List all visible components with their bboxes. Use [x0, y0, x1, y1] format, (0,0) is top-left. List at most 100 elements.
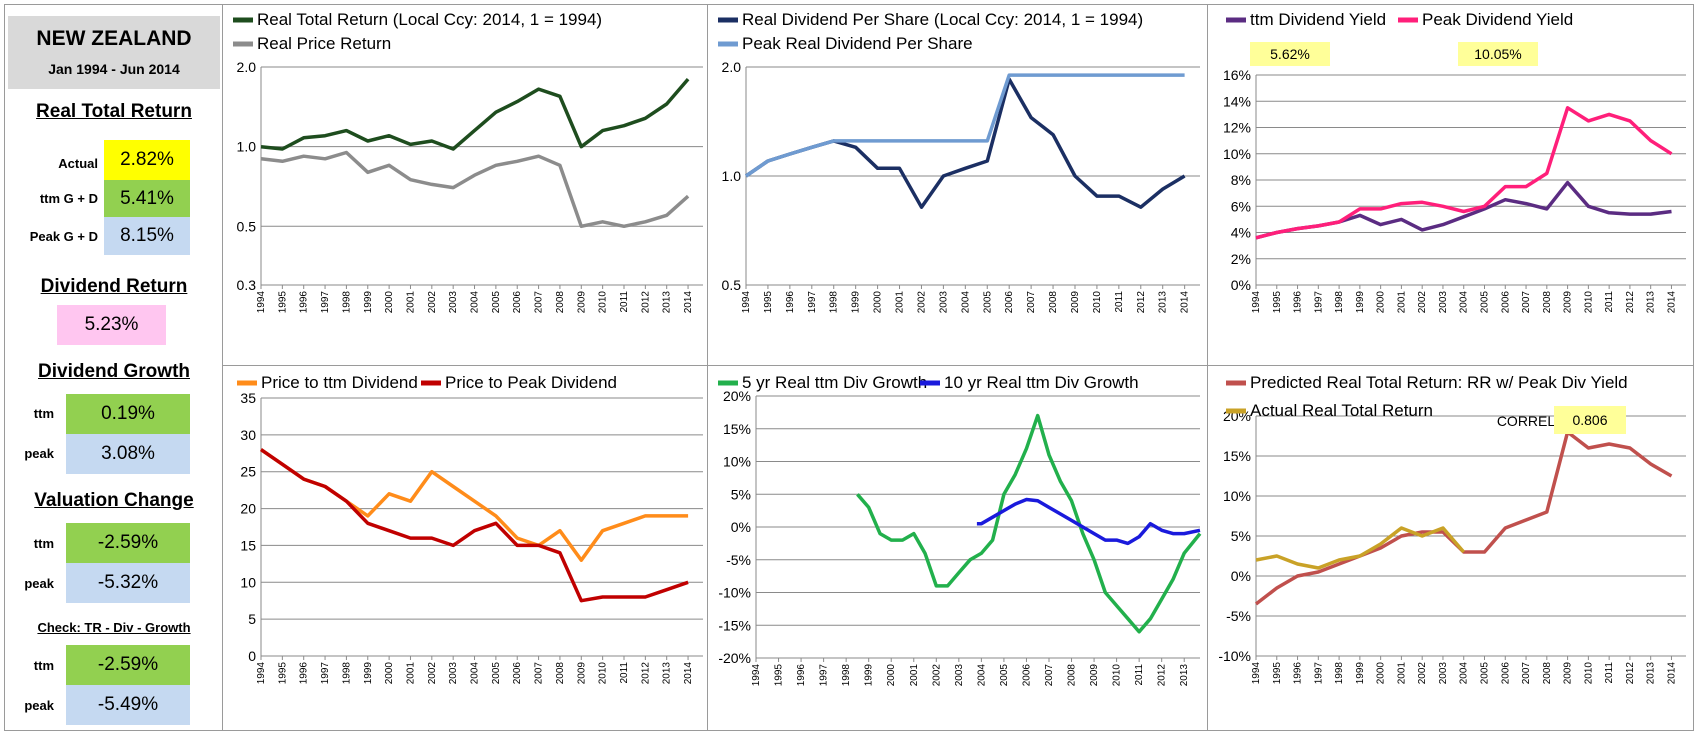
x-tick-label: 1998	[341, 291, 352, 314]
y-tick-label: -15%	[718, 617, 751, 633]
x-tick-label: 2013	[1179, 664, 1190, 687]
y-tick-label: 0.3	[237, 277, 257, 293]
x-tick-label: 2002	[931, 664, 942, 687]
annotation-label: 10.05%	[1474, 46, 1521, 62]
x-tick-label: 1995	[277, 291, 288, 314]
x-tick-label: 2003	[954, 664, 965, 687]
x-tick-label: 1995	[1272, 291, 1283, 314]
x-tick-label: 1997	[320, 291, 331, 314]
chart-dividend-yield: 0% 2% 4% 6% 8% 10% 12% 14% 16% 1994 1995 1996 1997 19…	[1223, 10, 1686, 314]
dividend-return-value: 5.23%	[57, 305, 166, 345]
x-tick-label: 2000	[873, 291, 884, 314]
series-line-1	[856, 413, 1202, 634]
chart-price-to-dividend: 0 5 10 15 20 25 30 35 1994 1995 1996 1997 1998 1999 20…	[237, 373, 703, 685]
legend-label-1: Price to ttm Dividend	[261, 373, 418, 392]
check-heading: Check: TR - Div - Growth	[37, 620, 191, 635]
x-tick-label: 2003	[938, 291, 949, 314]
x-tick-label: 2007	[534, 662, 545, 685]
x-tick-label: 1995	[277, 662, 288, 685]
x-tick-label: 2004	[1459, 662, 1470, 685]
x-tick-label: 2011	[619, 662, 630, 684]
y-tick-label: 10%	[723, 454, 751, 470]
x-tick-label: 2010	[598, 291, 609, 314]
annotation-box	[1250, 42, 1330, 66]
x-tick-label: 2000	[384, 662, 395, 685]
x-tick-label: 2013	[662, 662, 673, 685]
x-tick-label: 1999	[363, 662, 374, 685]
x-tick-label: 2012	[1625, 662, 1636, 685]
row-label-valuation-peak: peak	[24, 576, 54, 591]
x-tick-label: 2011	[619, 291, 630, 313]
series-line-1	[745, 77, 1186, 209]
annotation-label: CORREL	[1497, 413, 1556, 429]
x-tick-label: 2014	[683, 291, 694, 314]
x-tick-label: 2012	[640, 662, 651, 685]
panel-dividend-growth: -20% -15% -10% -5% 0% 5% 10% 15% 20% 1994 1995 1996…	[707, 365, 1208, 731]
y-tick-label: 14%	[1223, 93, 1251, 109]
row-label-peak-g-d: Peak G + D	[29, 229, 98, 244]
x-tick-label: 2008	[1542, 291, 1553, 314]
x-tick-label: 1996	[299, 291, 310, 314]
y-tick-label: 0.5	[722, 277, 742, 293]
x-tick-label: 2012	[1136, 291, 1147, 314]
y-tick-label: 1.0	[722, 168, 742, 184]
annotation-box	[1554, 406, 1626, 434]
x-tick-label: 2009	[1070, 291, 1081, 314]
x-tick-label: 2006	[1021, 664, 1032, 687]
annotation-label: 0.806	[1572, 412, 1607, 428]
x-tick-label: 1996	[1293, 662, 1304, 685]
panel-dividend-per-share: 0.5 1.0 2.0 1994 1995 1996 1997 1998 1999 2000 200…	[707, 4, 1208, 366]
x-tick-label: 2008	[1048, 291, 1059, 314]
x-tick-label: 2009	[576, 291, 587, 314]
series-line-1	[1254, 430, 1673, 606]
x-tick-label: 2010	[1583, 662, 1594, 685]
y-tick-label: 6%	[1231, 198, 1251, 214]
x-tick-label: 1994	[1251, 662, 1262, 685]
y-tick-label: 2%	[1231, 251, 1251, 267]
series-line-2	[745, 73, 1185, 178]
x-tick-label: 2011	[1134, 664, 1145, 686]
legend-label-2: Actual Real Total Return	[1250, 401, 1433, 420]
x-tick-label: 2004	[976, 664, 987, 687]
row-label-ttm-g-d: ttm G + D	[39, 191, 98, 206]
row-label-check-peak: peak	[24, 698, 54, 713]
y-tick-label: 15%	[1223, 448, 1251, 464]
y-tick-label: 35	[240, 390, 256, 406]
x-tick-label: 1994	[1251, 291, 1262, 314]
x-tick-label: 1997	[1313, 291, 1324, 314]
x-tick-label: 2002	[916, 291, 927, 314]
y-tick-label: 0%	[731, 519, 751, 535]
panel-total-return: 0.3 0.5 1.0 2.0 1994 1995 1996 1997 1998 1999 2000…	[222, 4, 708, 366]
y-tick-label: 30	[240, 427, 256, 443]
x-tick-label: 2005	[1480, 662, 1491, 685]
y-tick-label: 10	[240, 574, 256, 590]
valuation-change-peak-value: -5.32%	[66, 563, 190, 603]
y-tick-label: 5	[248, 611, 256, 627]
x-tick-label: 2010	[1092, 291, 1103, 314]
valuation-change-heading: Valuation Change	[34, 490, 194, 511]
legend-label-1: ttm Dividend Yield	[1250, 10, 1386, 29]
y-tick-label: 2.0	[722, 59, 742, 75]
panel-predicted-return: -10% -5% 0% 5% 10% 15% 20% 1994 1995 1996 1997 1998…	[1207, 365, 1694, 731]
x-tick-label: 2005	[982, 291, 993, 314]
x-tick-label: 2004	[470, 291, 481, 314]
x-tick-label: 1999	[363, 291, 374, 314]
x-tick-label: 2009	[576, 662, 587, 685]
check-ttm-value: -2.59%	[66, 645, 190, 685]
x-tick-label: 2006	[1500, 291, 1511, 314]
x-tick-label: 2006	[512, 662, 523, 685]
row-label-check-ttm: ttm	[33, 658, 54, 673]
series-line-2	[976, 497, 1201, 546]
x-tick-label: 2010	[598, 662, 609, 685]
x-tick-label: 2001	[909, 664, 920, 687]
x-tick-label: 2003	[1438, 662, 1449, 685]
y-tick-label: 15%	[723, 421, 751, 437]
x-tick-label: 2009	[1563, 291, 1574, 314]
x-tick-label: 1994	[256, 662, 267, 685]
series-line-2	[260, 150, 690, 229]
dividend-growth-peak-value: 3.08%	[66, 434, 190, 474]
y-tick-label: -20%	[718, 650, 751, 666]
x-tick-label: 2004	[960, 291, 971, 314]
y-tick-label: 12%	[1223, 120, 1251, 136]
real-total-return-peak-value: 8.15%	[104, 217, 190, 255]
